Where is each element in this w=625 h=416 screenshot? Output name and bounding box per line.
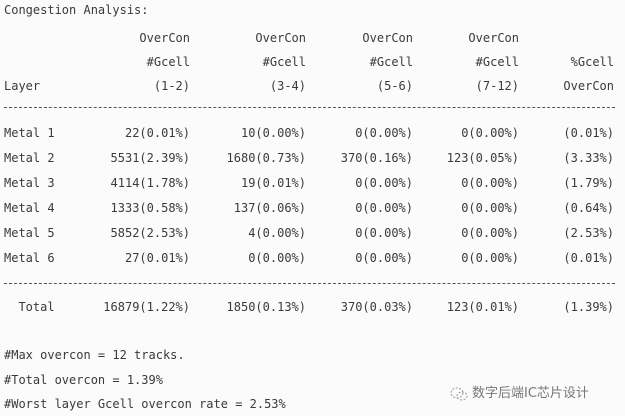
table-row: Metal 6 27(0.01%) 0(0.00%) 0(0.00%) 0(0.00%)…: [0, 249, 625, 267]
table-row: Metal 5 5852(2.53%) 4(0.00%) 0(0.00%) 0(0.00…: [0, 224, 625, 242]
footer-text: #Total overcon = 1.39%: [4, 373, 163, 387]
table-cell: 370(0.16%): [340, 151, 413, 165]
header-cell: #Gcell: [262, 55, 306, 69]
header-cell: %Gcell: [570, 55, 614, 69]
table-cell: 5852(2.53%): [110, 226, 190, 240]
table-cell: (1.79%): [563, 176, 614, 190]
header-cell: (5-6): [376, 79, 413, 93]
report-title: Congestion Analysis:: [0, 1, 625, 19]
layer-name: Metal 6: [4, 251, 55, 265]
total-cell: (1.39%): [563, 300, 614, 314]
table-row: Metal 1 22(0.01%) 10(0.00%) 0(0.00%) 0(0.00%…: [0, 124, 625, 142]
total-cell: 16879(1.22%): [103, 300, 190, 314]
total-row: Total 16879(1.22%) 1850(0.13%) 370(0.03%…: [0, 298, 625, 316]
title-text: Congestion Analysis:: [4, 3, 149, 17]
header-cell: (3-4): [269, 79, 306, 93]
header-cell: OverCon: [362, 31, 413, 45]
table-cell: 4(0.00%): [248, 226, 306, 240]
table-cell: 0(0.00%): [355, 126, 413, 140]
header-row-2: #Gcell #Gcell #Gcell #Gcell %Gcell: [0, 53, 625, 71]
wechat-icon: [450, 387, 468, 400]
total-cell: 123(0.01%): [446, 300, 519, 314]
header-row-1: OverCon OverCon OverCon OverCon: [0, 29, 625, 47]
table-cell: 19(0.01%): [240, 176, 306, 190]
table-cell: 0(0.00%): [355, 201, 413, 215]
header-cell: OverCon: [563, 79, 614, 93]
layer-name: Metal 1: [4, 126, 55, 140]
table-cell: 1680(0.73%): [226, 151, 306, 165]
footer-max-overcon: #Max overcon = 12 tracks.: [0, 346, 625, 364]
table-cell: (0.01%): [563, 126, 614, 140]
table-row: Metal 2 5531(2.39%) 1680(0.73%) 370(0.16%) 1…: [0, 149, 625, 167]
header-cell: OverCon: [468, 31, 519, 45]
layer-name: Metal 2: [4, 151, 55, 165]
layer-name: Metal 5: [4, 226, 55, 240]
header-cell: #Gcell: [146, 55, 190, 69]
layer-name: Metal 3: [4, 176, 55, 190]
watermark: 数字后端IC芯片设计: [450, 382, 589, 401]
table-cell: (0.01%): [563, 251, 614, 265]
table-cell: (0.64%): [563, 201, 614, 215]
divider: [4, 283, 615, 284]
total-cell: 370(0.03%): [340, 300, 413, 314]
footer-total-overcon: #Total overcon = 1.39%: [0, 371, 625, 389]
header-cell: (1-2): [153, 79, 190, 93]
footer-text: #Worst layer Gcell overcon rate = 2.53%: [4, 397, 286, 411]
header-cell: #Gcell: [475, 55, 519, 69]
table-cell: 0(0.00%): [461, 226, 519, 240]
layer-name: Metal 4: [4, 201, 55, 215]
header-cell: (7-12): [475, 79, 519, 93]
header-layer: Layer: [4, 79, 41, 93]
table-row: Metal 3 4114(1.78%) 19(0.01%) 0(0.00%) 0(0.0…: [0, 174, 625, 192]
table-cell: 0(0.00%): [461, 176, 519, 190]
table-cell: (3.33%): [563, 151, 614, 165]
table-cell: 10(0.00%): [240, 126, 306, 140]
header-row-3: Layer (1-2) (3-4) (5-6) (7-12) OverCon: [0, 77, 625, 95]
header-cell: #Gcell: [369, 55, 413, 69]
total-cell: 1850(0.13%): [226, 300, 306, 314]
footer-text: #Max overcon = 12 tracks.: [4, 348, 185, 362]
table-cell: 0(0.00%): [461, 201, 519, 215]
table-cell: 0(0.00%): [461, 126, 519, 140]
table-cell: 5531(2.39%): [110, 151, 190, 165]
watermark-text: 数字后端IC芯片设计: [472, 386, 589, 401]
table-cell: 0(0.00%): [248, 251, 306, 265]
table-cell: 27(0.01%): [124, 251, 190, 265]
table-cell: 4114(1.78%): [110, 176, 190, 190]
total-label: Total: [4, 300, 55, 314]
table-cell: 0(0.00%): [355, 176, 413, 190]
table-cell: 0(0.00%): [461, 251, 519, 265]
table-cell: 1333(0.58%): [110, 201, 190, 215]
table-row: Metal 4 1333(0.58%) 137(0.06%) 0(0.00%) 0(0.…: [0, 199, 625, 217]
divider: [4, 107, 615, 108]
table-cell: 123(0.05%): [446, 151, 519, 165]
table-cell: 0(0.00%): [355, 226, 413, 240]
table-cell: (2.53%): [563, 226, 614, 240]
table-cell: 137(0.06%): [233, 201, 306, 215]
header-cell: OverCon: [139, 31, 190, 45]
table-cell: 22(0.01%): [124, 126, 190, 140]
header-cell: OverCon: [255, 31, 306, 45]
footer-worst-layer: #Worst layer Gcell overcon rate = 2.53%: [0, 395, 625, 413]
table-cell: 0(0.00%): [355, 251, 413, 265]
